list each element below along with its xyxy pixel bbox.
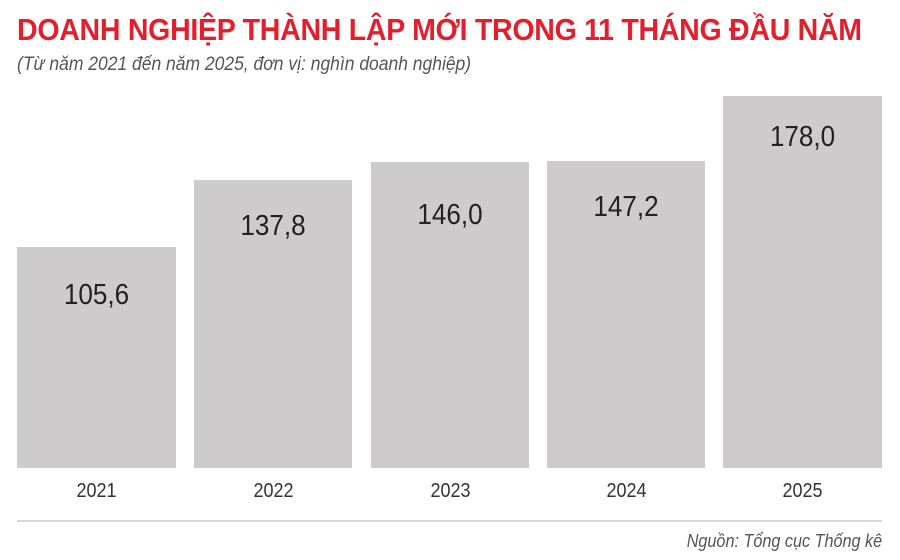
bar-2024: 147,2 xyxy=(547,161,705,468)
bar-value-label: 146,0 xyxy=(417,199,483,231)
bar-value-label: 147,2 xyxy=(593,191,659,223)
x-axis-label-2023: 2023 xyxy=(430,480,471,502)
source-note: Nguồn: Tổng cục Thống kê xyxy=(686,531,882,551)
bar-value-label: 178,0 xyxy=(769,121,836,153)
x-axis-label-2024: 2024 xyxy=(606,480,647,502)
bar-2023: 146,0 xyxy=(371,162,529,468)
chart-title: DOANH NGHIỆP THÀNH LẬP MỚI TRONG 11 THÁN… xyxy=(17,12,862,47)
bar-value-label: 137,8 xyxy=(240,210,306,242)
x-axis-label-2021: 2021 xyxy=(76,480,117,502)
bar-value-label: 105,6 xyxy=(63,279,130,311)
footer-divider xyxy=(17,520,882,522)
x-axis-label-2022: 2022 xyxy=(253,480,294,502)
bar-2022: 137,8 xyxy=(194,180,352,468)
bar-2021: 105,6 xyxy=(17,247,176,468)
x-axis-label-2025: 2025 xyxy=(782,480,823,502)
chart-subtitle: (Từ năm 2021 đến năm 2025, đơn vị: nghìn… xyxy=(17,54,472,75)
bar-2025: 178,0 xyxy=(723,96,882,468)
